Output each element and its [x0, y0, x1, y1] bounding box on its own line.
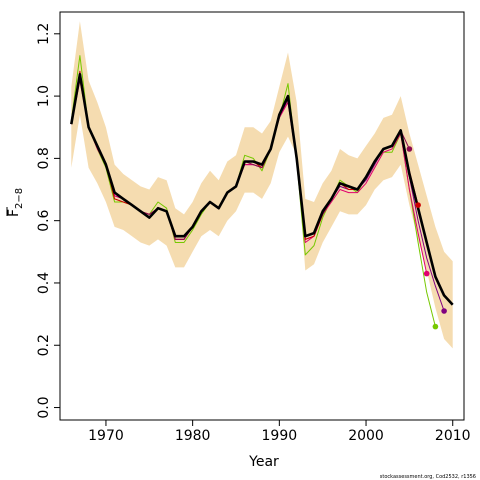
y-axis-title-main: F [6, 209, 22, 217]
x-tick-label: 1990 [262, 428, 298, 444]
svg-text:F2−8: F2−8 [6, 188, 25, 217]
y-axis-title: F2−8 [6, 188, 25, 217]
y-tick-label: 0.4 [36, 272, 52, 294]
series-layer [70, 55, 454, 327]
x-tick-label: 2010 [435, 428, 471, 444]
confidence-band-layer [71, 21, 453, 349]
x-axis-title: Year [248, 454, 279, 470]
plot-frame [59, 11, 465, 421]
x-tick-label: 2000 [348, 428, 384, 444]
x-tick-label: 1980 [175, 428, 211, 444]
series-end-point-1 [432, 323, 439, 330]
x-axis: 1970 1980 1990 2000 2010 [88, 420, 471, 444]
y-axis-title-subscript: 2−8 [14, 188, 25, 209]
series-line-main [70, 73, 454, 306]
y-axis: 0.0 0.2 0.4 0.6 0.8 1.0 1.2 [36, 23, 60, 419]
y-tick-label: 0.0 [36, 396, 52, 418]
y-tick-label: 0.2 [36, 334, 52, 356]
y-tick-label: 1.0 [36, 85, 52, 107]
footnote: stockassessment.org, Cod2532, r1356 [380, 474, 476, 480]
end-points-layer [406, 146, 447, 330]
series-end-point-5 [406, 146, 413, 152]
series-end-point-2 [441, 308, 447, 314]
x-tick-label: 1970 [88, 428, 124, 444]
y-tick-label: 0.6 [36, 209, 52, 231]
series-end-point-4 [415, 202, 421, 208]
series-end-point-3 [423, 270, 430, 277]
y-tick-label: 0.8 [36, 147, 52, 169]
confidence-band [71, 21, 453, 349]
y-tick-label: 1.2 [36, 23, 52, 45]
